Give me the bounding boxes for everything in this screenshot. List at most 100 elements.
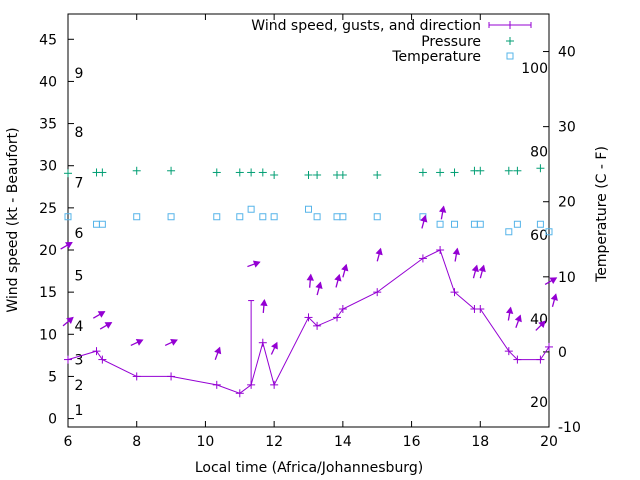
pressure-point bbox=[450, 168, 459, 177]
x-tick-label: 6 bbox=[64, 434, 73, 450]
wind-direction-arrow bbox=[375, 247, 383, 262]
pressure-point bbox=[98, 168, 107, 177]
wind-speed-point bbox=[167, 372, 176, 381]
plot-border bbox=[67, 13, 550, 428]
y-axis-title-left: Wind speed (kt - Beaufort) bbox=[5, 127, 21, 312]
arrow-head bbox=[452, 247, 461, 255]
wind-direction-arrow bbox=[420, 214, 428, 229]
pressure-point bbox=[338, 170, 347, 179]
temperature-point bbox=[373, 213, 381, 221]
pressure-point bbox=[513, 166, 522, 175]
wind-speed-point bbox=[64, 355, 72, 364]
temperature-point bbox=[167, 213, 175, 221]
temperature-point bbox=[213, 213, 221, 221]
x-tick-label: 12 bbox=[265, 434, 283, 450]
arrow-head bbox=[97, 311, 106, 318]
temperature-point bbox=[436, 220, 444, 228]
wind-direction-arrow bbox=[62, 316, 74, 327]
beaufort-label: 8 bbox=[75, 125, 84, 141]
wind-speed-point bbox=[92, 347, 101, 356]
wind-direction-arrows bbox=[60, 205, 558, 361]
y-tick-label-left: 45 bbox=[39, 32, 57, 48]
arrow-head bbox=[375, 247, 383, 256]
pressure-point bbox=[270, 170, 279, 179]
wind-speed-point bbox=[436, 246, 445, 254]
arrow-head bbox=[65, 242, 73, 249]
wind-speed-point bbox=[373, 288, 382, 297]
plot-frame bbox=[67, 13, 550, 428]
y-tick-label-left: 30 bbox=[39, 159, 57, 175]
wind-speed-point bbox=[258, 338, 267, 347]
y-tick-label-right: 10 bbox=[558, 270, 576, 286]
fahrenheit-label: 40 bbox=[530, 312, 548, 328]
legend-sample-pressure bbox=[506, 37, 514, 45]
arrow-head bbox=[214, 346, 222, 355]
temperature-point bbox=[339, 213, 347, 221]
x-tick-label: 10 bbox=[197, 434, 215, 450]
beaufort-label: 5 bbox=[75, 268, 84, 284]
pressure-point bbox=[247, 168, 256, 177]
arrow-head bbox=[341, 263, 349, 272]
x-tick-label: 16 bbox=[403, 434, 421, 450]
arrow-head bbox=[306, 273, 314, 281]
wind-speed-point bbox=[418, 254, 427, 263]
temperature-point bbox=[247, 205, 255, 213]
wind-direction-arrow bbox=[130, 339, 144, 347]
temperature-point bbox=[133, 213, 141, 221]
wind-direction-arrow bbox=[315, 281, 323, 296]
legend: Wind speed, gusts, and direction Pressur… bbox=[251, 18, 532, 65]
temperature-point bbox=[476, 220, 484, 228]
arrow-head bbox=[438, 205, 447, 213]
wind-direction-arrow bbox=[247, 260, 261, 268]
wind-speed-point bbox=[304, 313, 313, 322]
arrow-head bbox=[271, 341, 278, 350]
legend-label-pressure: Pressure bbox=[421, 34, 481, 50]
wind-speed-point bbox=[513, 355, 522, 364]
wind-direction-arrow bbox=[471, 264, 479, 279]
arrow-head bbox=[550, 293, 558, 301]
beaufort-label: 3 bbox=[75, 353, 84, 369]
x-axis-title: Local time (Africa/Johannesburg) bbox=[195, 460, 423, 476]
arrow-head bbox=[315, 281, 323, 290]
y-tick-label-left: 35 bbox=[39, 117, 57, 133]
fahrenheit-label: 100 bbox=[521, 61, 548, 77]
arrow-head bbox=[514, 314, 522, 323]
axis-ticks: 6 8 10 12 14 16 18 20051015202530354045-1001020… bbox=[39, 14, 581, 450]
arrow-head bbox=[260, 298, 268, 307]
temperature-point bbox=[305, 205, 312, 213]
wind-speed-point bbox=[132, 372, 141, 381]
pressure-point bbox=[258, 168, 267, 177]
fahrenheit-labels: 20 40 60 80 100 bbox=[521, 61, 548, 411]
y-tick-label-left: 25 bbox=[39, 201, 57, 217]
x-tick-label: 20 bbox=[540, 434, 558, 450]
wind-direction-arrow bbox=[505, 306, 514, 321]
y-tick-label-left: 20 bbox=[39, 243, 57, 259]
wind-direction-arrow bbox=[438, 205, 447, 220]
fahrenheit-label: 20 bbox=[530, 395, 548, 411]
wind-direction-arrow bbox=[99, 322, 113, 330]
wind-speed-line bbox=[67, 249, 550, 394]
pressure-point bbox=[212, 168, 221, 177]
y-tick-label-left: 5 bbox=[48, 369, 57, 385]
y-tick-label-right: 0 bbox=[558, 345, 567, 361]
wind-direction-arrow bbox=[260, 298, 268, 314]
temperature-point bbox=[513, 220, 521, 228]
wind-direction-arrow bbox=[214, 346, 222, 361]
pressure-point bbox=[132, 166, 141, 175]
wind-direction-arrow bbox=[341, 263, 349, 278]
temperature-point bbox=[259, 213, 267, 221]
y-tick-label-left: 40 bbox=[39, 74, 57, 90]
pressure-point bbox=[436, 168, 445, 177]
wind-speed-point bbox=[333, 313, 342, 322]
fahrenheit-label: 80 bbox=[530, 144, 548, 160]
temperature-point bbox=[313, 213, 321, 221]
temperature-point bbox=[93, 220, 101, 228]
pressure-point bbox=[235, 168, 244, 177]
arrow-head bbox=[252, 260, 261, 268]
y-tick-label-left: 10 bbox=[39, 327, 57, 343]
y-tick-label-left: 15 bbox=[39, 285, 57, 301]
temperature-point bbox=[470, 220, 478, 228]
arrow-head bbox=[334, 273, 342, 282]
temperature-point bbox=[333, 213, 341, 221]
wind-speed-point bbox=[450, 288, 459, 297]
